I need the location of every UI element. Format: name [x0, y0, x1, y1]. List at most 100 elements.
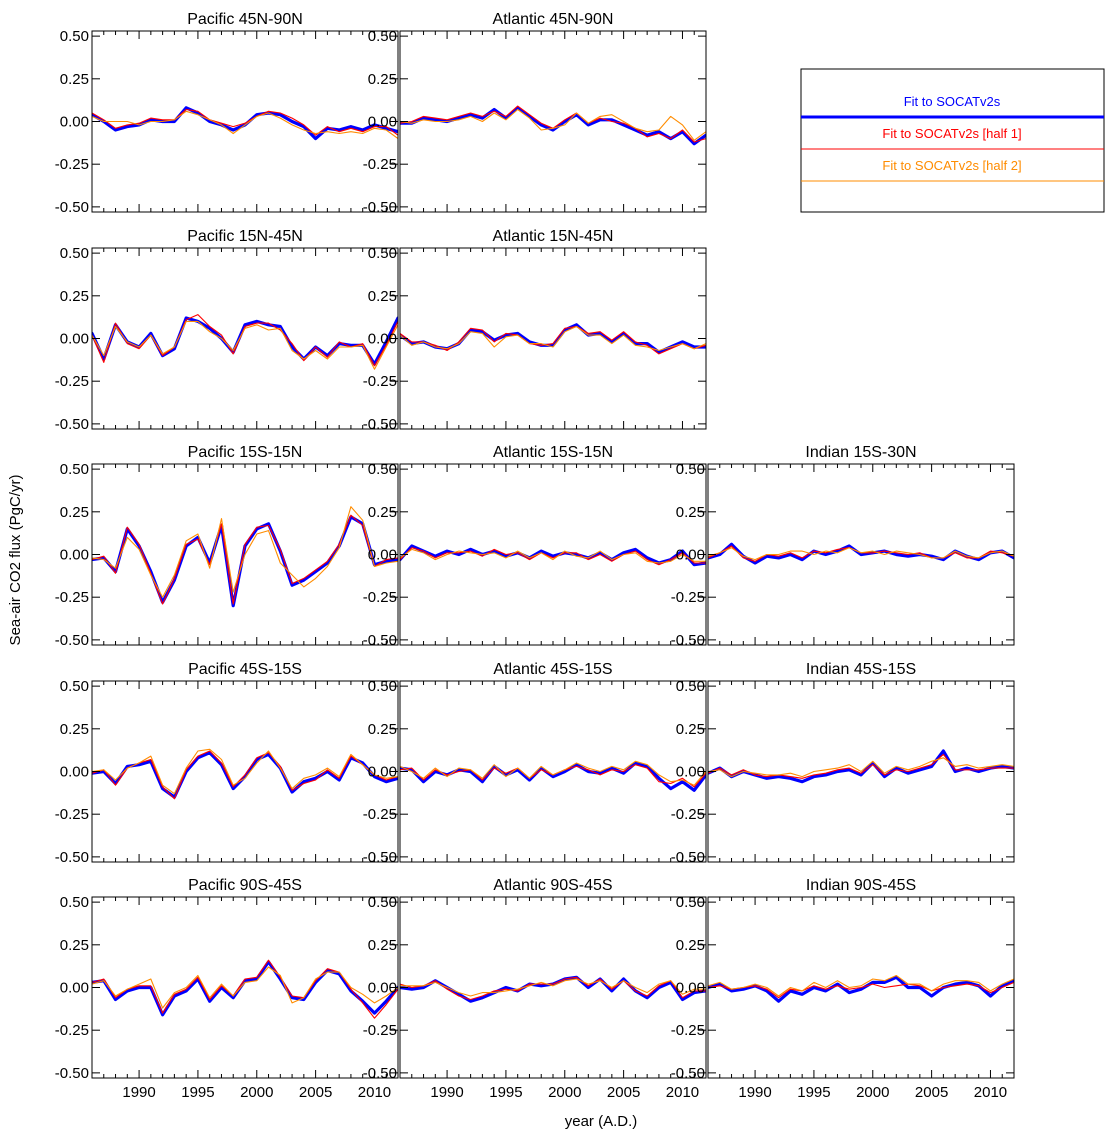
series-line-2 — [400, 105, 706, 143]
panel: Indian 90S-45S 0.50 0.25 0.00 -0.25 -0.50 1990… — [671, 877, 1015, 1101]
legend: Fit to SOCATv2s Fit to SOCATv2s [half 1]… — [800, 68, 1105, 213]
series-line-1 — [400, 761, 706, 792]
series-line-3 — [92, 748, 398, 795]
x-axis-label: year (A.D.) — [565, 1113, 638, 1130]
series-line-3 — [400, 548, 706, 564]
series-line-3 — [708, 757, 1014, 778]
y-tick-label: 0.50 — [368, 678, 397, 695]
panel-title: Atlantic 45S-15S — [493, 661, 612, 678]
y-tick-label: 0.50 — [60, 894, 89, 911]
y-tick-label: -0.50 — [671, 1065, 705, 1082]
panel-title: Atlantic 90S-45S — [493, 877, 612, 894]
series-line-2 — [400, 325, 706, 355]
series-line-1 — [708, 542, 1014, 565]
panel: Indian 45S-15S 0.50 0.25 0.00 -0.25 -0.50 — [671, 661, 1015, 866]
panel-title: Atlantic 45N-90N — [493, 11, 614, 28]
panel-title: Indian 15S-30N — [805, 444, 916, 461]
panel: Atlantic 45S-15S 0.50 0.25 0.00 -0.25 -0.50 — [363, 661, 707, 866]
y-tick-label: -0.25 — [363, 1022, 397, 1039]
y-tick-label: 0.25 — [60, 288, 89, 305]
panel-title: Indian 90S-45S — [806, 877, 916, 894]
panel: Pacific 45S-15S 0.50 0.25 0.00 -0.25 -0.50 — [55, 661, 399, 866]
y-tick-label: -0.25 — [55, 156, 89, 173]
series-line-3 — [708, 547, 1014, 561]
panel-frame — [91, 30, 399, 213]
y-tick-label: -0.25 — [363, 373, 397, 390]
series-line-3 — [92, 110, 398, 140]
y-tick-label: -0.50 — [55, 1065, 89, 1082]
y-tick-label: 0.50 — [60, 678, 89, 695]
panel: Indian 15S-30N 0.50 0.25 0.00 -0.25 -0.50 — [671, 444, 1015, 649]
x-tick-label: 2000 — [548, 1084, 581, 1101]
y-tick-label: -0.50 — [363, 632, 397, 649]
y-tick-label: -0.50 — [55, 199, 89, 216]
series-line-2 — [400, 976, 706, 1001]
legend-box — [800, 68, 1105, 213]
y-tick-label: 0.25 — [368, 504, 397, 521]
y-tick-label: 0.00 — [60, 331, 89, 348]
x-tick-label: 2010 — [974, 1084, 1007, 1101]
y-tick-label: -0.25 — [671, 806, 705, 823]
panel-title: Pacific 15S-15N — [188, 444, 303, 461]
series-line-3 — [400, 978, 706, 997]
x-tick-label: 2005 — [915, 1084, 948, 1101]
y-tick-label: -0.50 — [55, 632, 89, 649]
y-tick-label: -0.50 — [363, 1065, 397, 1082]
legend-label-series-3: Fit to SOCATv2s [half 2] — [882, 158, 1021, 173]
panel-frame — [399, 680, 707, 863]
panel-title: Indian 45S-15S — [806, 661, 916, 678]
panel-title: Atlantic 15S-15N — [493, 444, 613, 461]
series-line-3 — [400, 325, 706, 352]
panel: Atlantic 90S-45S 0.50 0.25 0.00 -0.25 -0.50 19… — [363, 877, 707, 1101]
y-tick-label: -0.25 — [55, 806, 89, 823]
series-line-1 — [92, 960, 398, 1017]
y-tick-label: 0.50 — [368, 894, 397, 911]
y-tick-label: 0.25 — [60, 721, 89, 738]
y-tick-label: 0.00 — [676, 980, 705, 997]
y-axis-label: Sea-air CO2 flux (PgC/yr) — [7, 475, 24, 646]
series-line-1 — [708, 749, 1014, 784]
series-line-1 — [92, 515, 398, 608]
y-tick-label: 0.25 — [368, 288, 397, 305]
x-tick-label: 2005 — [299, 1084, 332, 1101]
y-tick-label: 0.00 — [60, 114, 89, 131]
series-line-1 — [400, 106, 706, 146]
y-tick-label: 0.00 — [368, 980, 397, 997]
series-line-1 — [400, 544, 706, 567]
y-tick-label: 0.00 — [368, 331, 397, 348]
series-line-3 — [708, 974, 1014, 997]
y-tick-label: -0.25 — [55, 589, 89, 606]
panel: Pacific 45N-90N 0.50 0.25 0.00 -0.25 -0.50 — [55, 11, 399, 216]
series-line-2 — [92, 959, 398, 1019]
y-tick-label: -0.50 — [55, 849, 89, 866]
x-tick-label: 1995 — [181, 1084, 214, 1101]
y-tick-label: 0.50 — [676, 678, 705, 695]
series-line-1 — [92, 751, 398, 799]
panel-frame — [399, 247, 707, 430]
y-tick-label: 0.50 — [60, 461, 89, 478]
y-tick-label: 0.25 — [60, 937, 89, 954]
y-tick-label: -0.50 — [55, 416, 89, 433]
y-tick-label: 0.50 — [368, 245, 397, 262]
y-tick-label: 0.00 — [676, 547, 705, 564]
y-tick-label: 0.50 — [368, 28, 397, 45]
y-tick-label: 0.25 — [60, 71, 89, 88]
x-tick-label: 1990 — [122, 1084, 155, 1101]
x-tick-label: 2000 — [856, 1084, 889, 1101]
series-line-3 — [400, 108, 706, 141]
y-tick-label: -0.25 — [363, 156, 397, 173]
y-tick-label: 0.50 — [676, 461, 705, 478]
y-tick-label: -0.50 — [671, 849, 705, 866]
y-tick-label: 0.50 — [368, 461, 397, 478]
series-line-2 — [708, 753, 1014, 779]
y-tick-label: 0.25 — [60, 504, 89, 521]
y-tick-label: 0.50 — [676, 894, 705, 911]
series-line-2 — [92, 514, 398, 605]
y-tick-label: 0.00 — [368, 547, 397, 564]
y-tick-label: -0.50 — [363, 849, 397, 866]
series-line-2 — [92, 314, 398, 367]
x-tick-label: 2000 — [240, 1084, 273, 1101]
x-tick-label: 1995 — [797, 1084, 830, 1101]
series-line-3 — [92, 506, 398, 598]
panel: Pacific 15N-45N 0.50 0.25 0.00 -0.25 -0.50 — [55, 228, 399, 433]
